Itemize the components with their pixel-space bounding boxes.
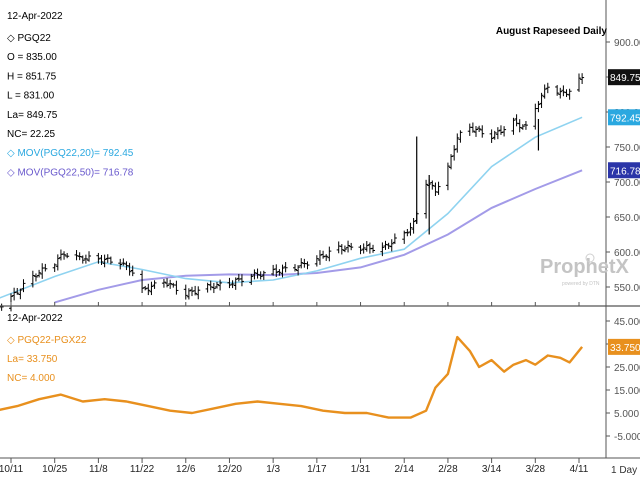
ma20-line (0, 116, 583, 299)
watermark-icon (585, 253, 595, 263)
lower-y-tick-label: 25.000 (614, 363, 640, 374)
x-tick-label: 1/31 (351, 464, 371, 475)
chart-title: August Rapeseed Daily (496, 26, 608, 37)
upper-info-line: L = 831.00 (7, 91, 55, 102)
upper-date-label: 12-Apr-2022 (7, 11, 63, 22)
lower-info-line: La= 33.750 (7, 354, 58, 365)
ma50-last-badge: 716.78 (610, 166, 640, 177)
ma20-last-badge-bg (608, 109, 640, 126)
x-tick-label: 3/14 (482, 464, 502, 475)
lower-date-label: 12-Apr-2022 (7, 313, 63, 324)
x-tick-label: 10/25 (42, 464, 67, 475)
x-tick-label: 12/20 (217, 464, 242, 475)
upper-info-line: La= 849.75 (7, 110, 58, 121)
x-tick-label: 1/3 (266, 464, 280, 475)
x-tick-label: 2/28 (438, 464, 458, 475)
ma50-last-badge-bg (608, 162, 640, 179)
x-tick-label: 10/11 (0, 464, 24, 475)
upper-y-tick-label: 900.00 (614, 38, 640, 49)
upper-y-tick-label: 650.00 (614, 213, 640, 224)
upper-info-line: ◇ MOV(PGQ22,20)= 792.45 (7, 148, 134, 159)
x-tick-label: 2/14 (394, 464, 414, 475)
last-price-badge: 849.75 (610, 73, 640, 84)
x-tick-label: 3/28 (526, 464, 546, 475)
x-tick-label: 12/6 (176, 464, 196, 475)
lower-y-tick-label: 15.000 (614, 386, 640, 397)
upper-info-line: O = 835.00 (7, 52, 57, 63)
x-tick-label: 11/22 (130, 464, 155, 475)
lower-y-tick-label: 45.000 (614, 317, 640, 328)
ma20-last-badge: 792.45 (610, 113, 640, 124)
lower-info-line: NC= 4.000 (7, 373, 56, 384)
spread-line (0, 335, 584, 419)
last-price-badge-bg (608, 69, 640, 86)
upper-y-tick-label: 550.00 (614, 283, 640, 294)
upper-info-line: H = 851.75 (7, 71, 57, 82)
ma50-line (54, 169, 583, 304)
prophetx-watermark: ProphetX (540, 256, 630, 278)
upper-y-tick-label: 600.00 (614, 248, 640, 259)
lower-y-tick-label: -5.000 (614, 432, 640, 443)
spread-last-badge-bg (608, 338, 640, 355)
spread-last-badge: 33.750 (610, 343, 640, 354)
upper-y-tick-label: 700.00 (614, 178, 640, 189)
x-tick-label: 4/11 (570, 464, 589, 475)
upper-info-line: NC= 22.25 (7, 129, 56, 140)
lower-y-tick-label: 5.000 (614, 409, 639, 420)
lower-info-line: ◇ PGQ22-PGX22 (7, 335, 87, 346)
upper-info-line: ◇ MOV(PGQ22,50)= 716.78 (7, 167, 134, 178)
upper-y-tick-label: 750.00 (614, 143, 640, 154)
upper-info-line: ◇ PGQ22 (7, 33, 51, 44)
interval-label: 1 Day (611, 465, 637, 476)
x-tick-label: 1/17 (307, 464, 327, 475)
prophetx-watermark-sub: powered by DTN (562, 281, 600, 287)
x-tick-label: 11/8 (89, 464, 108, 475)
